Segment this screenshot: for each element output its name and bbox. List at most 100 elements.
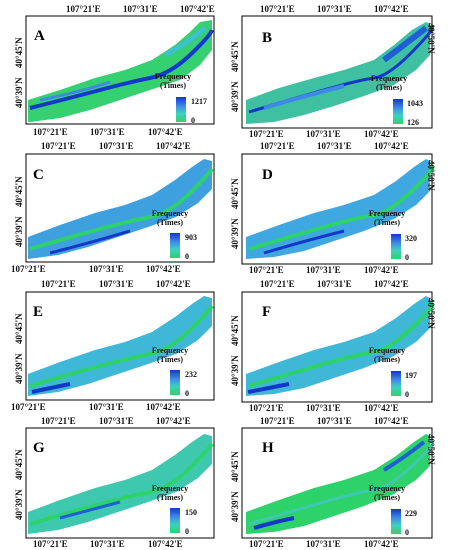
map-panel-c: 107°21'E 107°31'E 107°42'E C 40°45'N 40°… bbox=[0, 137, 234, 274]
legend-title-f: Frequency (Times) bbox=[368, 346, 406, 364]
map-panel-e: 107°21'E 107°31'E 107°42'E E 40°45'N 40°… bbox=[0, 274, 234, 412]
right-lat-1: 40°50'N bbox=[426, 434, 436, 465]
left-lat-1: 40°45'N bbox=[230, 41, 240, 72]
left-lat-2: 40°39'N bbox=[14, 216, 24, 247]
top-lon-3: 107°42'E bbox=[156, 279, 191, 289]
panel-letter-c: C bbox=[33, 167, 44, 183]
legend-min-g: 0 bbox=[185, 527, 189, 536]
left-lat-2: 40°39'N bbox=[14, 353, 24, 384]
top-lon-2: 107°31'E bbox=[317, 4, 352, 14]
top-lon-1: 107°21'E bbox=[41, 279, 76, 289]
top-lon-2: 107°31'E bbox=[99, 416, 134, 426]
colorbar-e bbox=[170, 370, 180, 395]
left-lat-1: 40°45'N bbox=[230, 315, 240, 346]
bottom-lon-3: 107°42'E bbox=[364, 403, 399, 413]
colorbar-b bbox=[393, 99, 403, 124]
bottom-lon-3: 107°42'E bbox=[364, 539, 399, 549]
bottom-lon-1: 107°21'E bbox=[249, 129, 284, 139]
top-lon-3: 107°42'E bbox=[374, 279, 409, 289]
bottom-lon-1: 107°21'E bbox=[11, 264, 46, 274]
left-lat-2: 40°39'N bbox=[230, 491, 240, 522]
bottom-lon-1: 107°21'E bbox=[249, 539, 284, 549]
left-lat-2: 40°39'N bbox=[230, 218, 240, 249]
top-lon-2: 107°31'E bbox=[99, 141, 134, 151]
colorbar-a bbox=[176, 97, 186, 122]
legend-min-c: 0 bbox=[185, 252, 189, 261]
top-lon-2: 107°31'E bbox=[99, 279, 134, 289]
legend-min-f: 0 bbox=[405, 390, 409, 399]
bottom-lon-1: 107°21'E bbox=[33, 127, 68, 137]
map-frame-h bbox=[241, 427, 434, 539]
legend-title-a: Frequency (Times) bbox=[154, 72, 192, 90]
map-panel-g: 107°21'E 107°31'E 107°42'E G 40°45'N 40°… bbox=[0, 412, 234, 550]
map-frame-c bbox=[25, 153, 215, 263]
colorbar-c bbox=[170, 233, 180, 258]
bottom-lon-2: 107°31'E bbox=[306, 539, 341, 549]
panel-letter-f: F bbox=[262, 304, 272, 320]
top-lon-1: 107°21'E bbox=[260, 141, 295, 151]
top-lon-3: 107°42'E bbox=[156, 416, 191, 426]
left-lat-1: 40°45'N bbox=[230, 451, 240, 482]
map-frame-g bbox=[25, 427, 215, 539]
bottom-lon-3: 107°42'E bbox=[364, 129, 399, 139]
bottom-lon-2: 107°31'E bbox=[89, 402, 124, 412]
legend-min-d: 0 bbox=[405, 253, 409, 262]
top-lon-1: 107°21'E bbox=[260, 4, 295, 14]
right-lat-1: 40°50'N bbox=[426, 23, 436, 54]
panel-letter-h: H bbox=[262, 440, 274, 456]
left-lat-2: 40°39'N bbox=[14, 489, 24, 520]
colorbar-g bbox=[170, 508, 180, 533]
bottom-lon-3: 107°42'E bbox=[148, 539, 183, 549]
left-lat-1: 40°45'N bbox=[14, 37, 24, 68]
top-lon-1: 107°21'E bbox=[66, 4, 101, 14]
top-lon-2: 107°31'E bbox=[317, 141, 352, 151]
legend-max-g: 150 bbox=[185, 508, 197, 517]
legend-title-e: Frequency (Times) bbox=[151, 346, 189, 364]
bottom-lon-1: 107°21'E bbox=[11, 402, 46, 412]
legend-max-d: 320 bbox=[405, 234, 417, 243]
left-lat-1: 40°45'N bbox=[14, 176, 24, 207]
bottom-lon-2: 107°31'E bbox=[306, 403, 341, 413]
top-lon-1: 107°21'E bbox=[41, 141, 76, 151]
legend-title-d: Frequency (Times) bbox=[368, 209, 406, 227]
legend-min-b: 126 bbox=[407, 118, 419, 127]
bottom-lon-2: 107°31'E bbox=[89, 264, 124, 274]
left-lat-2: 40°39'N bbox=[14, 77, 24, 108]
top-lon-1: 107°21'E bbox=[260, 279, 295, 289]
left-lat-2: 40°39'N bbox=[230, 81, 240, 112]
map-frame-b bbox=[241, 15, 434, 129]
panel-letter-e: E bbox=[33, 304, 44, 320]
map-frame-e bbox=[25, 291, 215, 401]
left-lat-1: 40°45'N bbox=[230, 178, 240, 209]
bottom-lon-1: 107°21'E bbox=[249, 403, 284, 413]
legend-min-e: 0 bbox=[185, 389, 189, 398]
colorbar-f bbox=[391, 371, 401, 396]
map-panel-h: 107°21'E 107°31'E 107°42'E H 40°50'N 40°… bbox=[230, 412, 469, 550]
map-panel-d: 107°21'E 107°31'E 107°42'E D 40°50'N 40°… bbox=[230, 137, 469, 275]
legend-title-b: Frequency (Times) bbox=[370, 74, 408, 92]
bottom-lon-3: 107°42'E bbox=[146, 402, 181, 412]
left-lat-1: 40°45'N bbox=[14, 313, 24, 344]
legend-title-g: Frequency (Times) bbox=[151, 484, 189, 502]
bottom-lon-2: 107°31'E bbox=[90, 539, 125, 549]
legend-min-h: 0 bbox=[405, 528, 409, 537]
bottom-lon-3: 107°42'E bbox=[364, 265, 399, 275]
top-lon-3: 107°42'E bbox=[374, 416, 409, 426]
top-lon-2: 107°31'E bbox=[317, 416, 352, 426]
left-lat-1: 40°45'N bbox=[14, 449, 24, 480]
map-panel-b: 107°21'E 107°31'E 107°42'E B 40°50'N 40°… bbox=[230, 0, 469, 139]
legend-title-h: Frequency (Times) bbox=[368, 484, 406, 502]
top-lon-2: 107°31'E bbox=[123, 4, 158, 14]
panel-letter-g: G bbox=[33, 440, 45, 456]
legend-max-a: 1217 bbox=[191, 97, 207, 106]
legend-max-f: 197 bbox=[405, 371, 417, 380]
map-frame-f bbox=[241, 291, 435, 403]
map-frame-a bbox=[25, 15, 215, 125]
panel-letter-a: A bbox=[34, 28, 45, 44]
top-lon-3: 107°42'E bbox=[156, 141, 191, 151]
bottom-lon-3: 107°42'E bbox=[146, 264, 181, 274]
top-lon-2: 107°31'E bbox=[317, 279, 352, 289]
top-lon-3: 107°42'E bbox=[374, 4, 409, 14]
map-panel-f: 107°21'E 107°31'E 107°42'E F 40°50'N 40°… bbox=[230, 274, 469, 413]
right-lat-1: 40°50'N bbox=[426, 160, 436, 191]
